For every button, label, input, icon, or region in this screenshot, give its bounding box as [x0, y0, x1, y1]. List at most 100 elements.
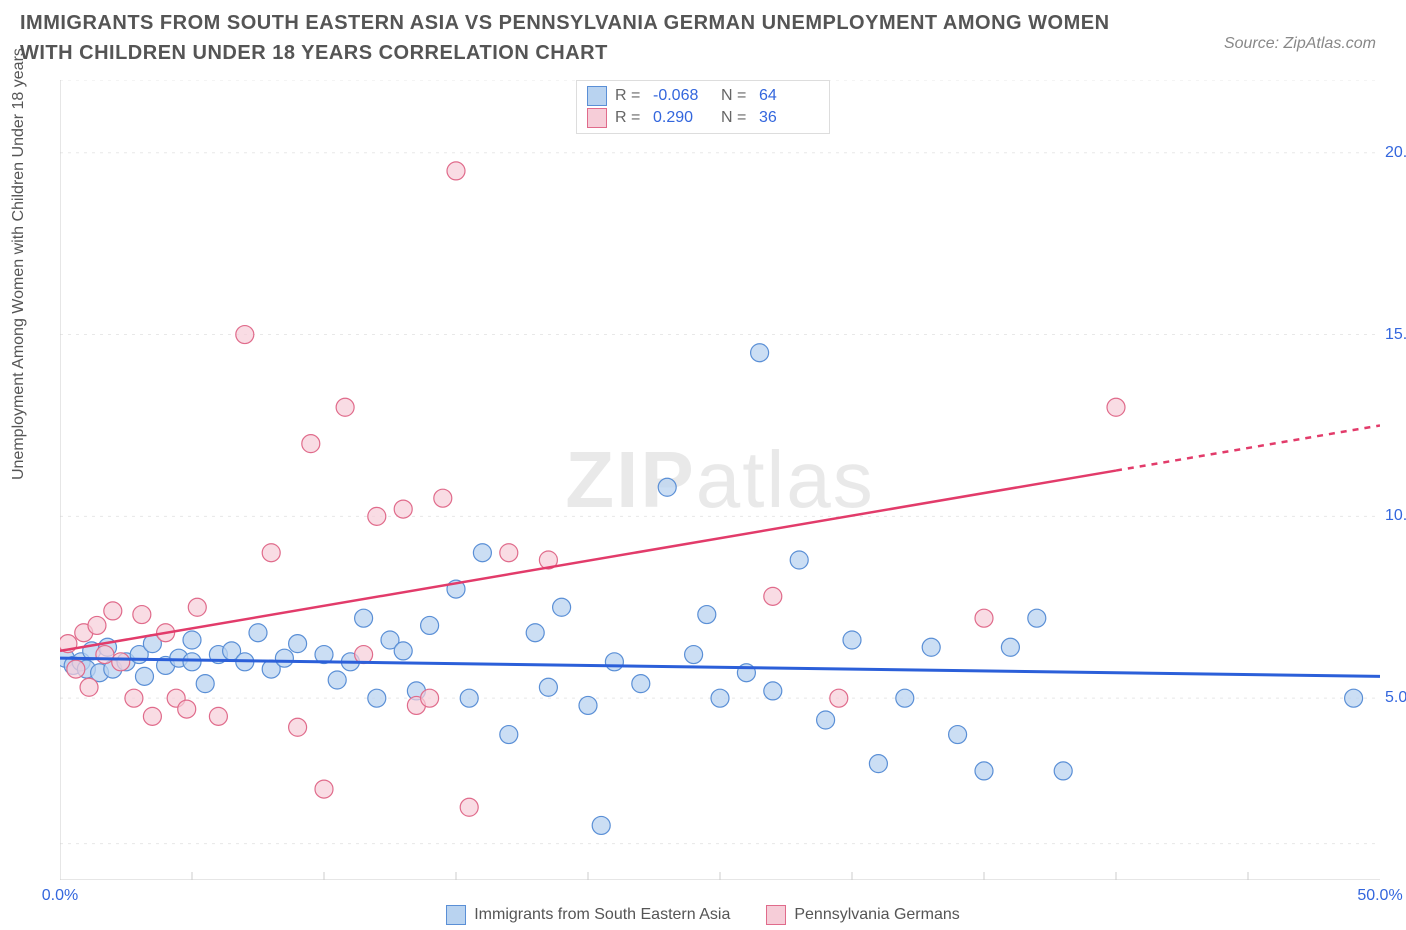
data-point: [500, 544, 518, 562]
data-point: [209, 707, 227, 725]
data-point: [188, 598, 206, 616]
data-point: [1028, 609, 1046, 627]
data-point: [1001, 638, 1019, 656]
data-point: [88, 616, 106, 634]
y-tick-label: 5.0%: [1385, 689, 1406, 707]
stats-n-value: 64: [759, 87, 819, 105]
data-point: [1054, 762, 1072, 780]
data-point: [790, 551, 808, 569]
data-point: [178, 700, 196, 718]
data-point: [764, 682, 782, 700]
y-axis-label: Unemployment Among Women with Children U…: [10, 48, 28, 480]
data-point: [249, 624, 267, 642]
data-point: [394, 642, 412, 660]
stats-legend-row: R = 0.290 N = 36: [587, 107, 819, 129]
data-point: [80, 678, 98, 696]
data-point: [421, 616, 439, 634]
series-legend: Immigrants from South Eastern Asia Pennsy…: [0, 905, 1406, 930]
y-tick-label: 20.0%: [1385, 144, 1406, 162]
y-tick-label: 15.0%: [1385, 326, 1406, 344]
data-point: [183, 653, 201, 671]
data-point: [112, 653, 130, 671]
data-point: [685, 646, 703, 664]
data-point: [236, 326, 254, 344]
data-point: [460, 689, 478, 707]
trend-line: [60, 658, 1380, 676]
stats-r-value: 0.290: [653, 109, 713, 127]
data-point: [830, 689, 848, 707]
data-point: [315, 780, 333, 798]
data-point: [817, 711, 835, 729]
data-point: [975, 762, 993, 780]
data-point: [125, 689, 143, 707]
series-legend-item: Immigrants from South Eastern Asia: [446, 905, 730, 925]
stats-n-value: 36: [759, 109, 819, 127]
stats-r-value: -0.068: [653, 87, 713, 105]
legend-swatch: [446, 905, 466, 925]
series-legend-item: Pennsylvania Germans: [766, 905, 959, 925]
data-point: [104, 602, 122, 620]
trend-line-dashed: [1116, 425, 1380, 470]
data-point: [355, 609, 373, 627]
x-tick-label: 50.0%: [1357, 887, 1402, 905]
data-point: [394, 500, 412, 518]
source-attribution: Source: ZipAtlas.com: [1224, 35, 1376, 53]
data-point: [67, 660, 85, 678]
chart-canvas: [60, 80, 1380, 880]
data-point: [605, 653, 623, 671]
data-point: [1345, 689, 1363, 707]
data-point: [434, 489, 452, 507]
data-point: [553, 598, 571, 616]
chart-title: IMMIGRANTS FROM SOUTH EASTERN ASIA VS PE…: [20, 8, 1120, 68]
data-point: [869, 755, 887, 773]
stats-legend-row: R = -0.068 N = 64: [587, 85, 819, 107]
data-point: [526, 624, 544, 642]
data-point: [843, 631, 861, 649]
y-tick-label: 10.0%: [1385, 507, 1406, 525]
legend-swatch: [587, 108, 607, 128]
data-point: [592, 816, 610, 834]
series-legend-label: Immigrants from South Eastern Asia: [474, 906, 730, 924]
series-legend-label: Pennsylvania Germans: [794, 906, 959, 924]
stats-n-label: N =: [721, 109, 751, 127]
data-point: [579, 696, 597, 714]
data-point: [447, 162, 465, 180]
data-point: [751, 344, 769, 362]
x-tick-label: 0.0%: [42, 887, 78, 905]
stats-legend: R = -0.068 N = 64 R = 0.290 N = 36: [576, 80, 830, 134]
stats-r-label: R =: [615, 87, 645, 105]
data-point: [183, 631, 201, 649]
legend-swatch: [587, 86, 607, 106]
data-point: [896, 689, 914, 707]
data-point: [539, 678, 557, 696]
data-point: [632, 675, 650, 693]
data-point: [196, 675, 214, 693]
data-point: [460, 798, 478, 816]
data-point: [289, 718, 307, 736]
data-point: [143, 707, 161, 725]
data-point: [922, 638, 940, 656]
data-point: [698, 606, 716, 624]
data-point: [302, 435, 320, 453]
data-point: [262, 544, 280, 562]
data-point: [473, 544, 491, 562]
data-point: [336, 398, 354, 416]
data-point: [500, 726, 518, 744]
data-point: [368, 689, 386, 707]
stats-r-label: R =: [615, 109, 645, 127]
data-point: [1107, 398, 1125, 416]
data-point: [135, 667, 153, 685]
data-point: [275, 649, 293, 667]
legend-swatch: [766, 905, 786, 925]
stats-n-label: N =: [721, 87, 751, 105]
data-point: [711, 689, 729, 707]
data-point: [658, 478, 676, 496]
data-point: [368, 507, 386, 525]
data-point: [421, 689, 439, 707]
data-point: [949, 726, 967, 744]
data-point: [133, 606, 151, 624]
data-point: [764, 587, 782, 605]
data-point: [328, 671, 346, 689]
scatter-chart: ZIPatlas 5.0%10.0%15.0%20.0% 0.0%50.0%: [60, 80, 1380, 880]
data-point: [289, 635, 307, 653]
